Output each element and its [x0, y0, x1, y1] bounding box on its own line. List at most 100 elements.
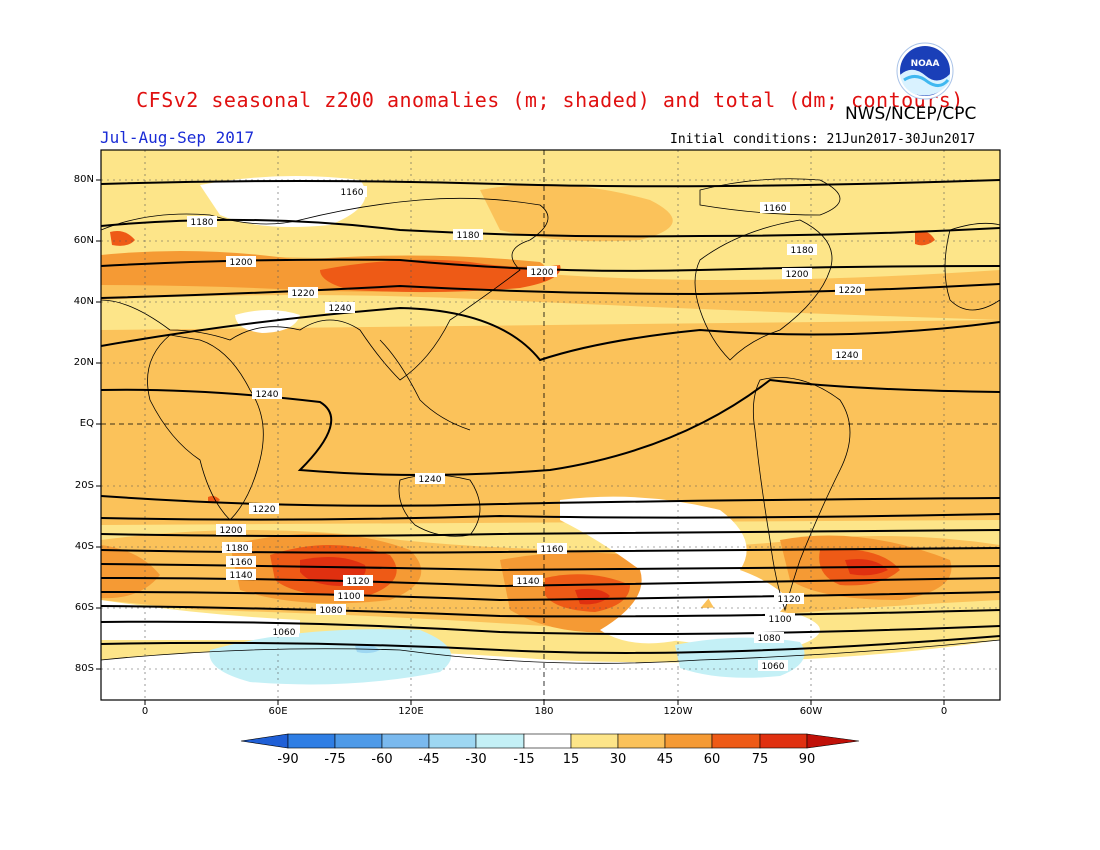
svg-text:1060: 1060: [273, 628, 296, 638]
agency-label: NWS/NCEP/CPC: [845, 104, 977, 124]
initial-conditions: Initial conditions: 21Jun2017-30Jun2017: [670, 132, 976, 147]
svg-text:1140: 1140: [517, 577, 540, 587]
colorbar-label: 90: [798, 752, 816, 767]
lat-label: 60N: [73, 235, 94, 246]
svg-text:1200: 1200: [220, 526, 243, 536]
svg-text:1160: 1160: [341, 188, 364, 198]
svg-text:1220: 1220: [253, 505, 276, 515]
lon-label: 60W: [799, 706, 823, 717]
contour-label: 1180: [787, 244, 817, 256]
contour-label: 1220: [249, 503, 279, 515]
contour-label: 1160: [760, 202, 790, 214]
lat-label: 80S: [74, 663, 94, 674]
svg-text:1240: 1240: [256, 390, 279, 400]
lat-label: 20S: [74, 480, 94, 491]
svg-text:1080: 1080: [758, 634, 781, 644]
axis-ticks: [96, 179, 945, 705]
colorbar-label: 75: [751, 752, 769, 767]
contour-label: 1140: [226, 569, 256, 581]
lat-label: 40N: [73, 296, 94, 307]
noaa-logo: NOAA: [896, 42, 954, 100]
anomaly-shading: [101, 150, 1000, 700]
svg-text:1200: 1200: [230, 258, 253, 268]
colorbar-label: 60: [703, 752, 721, 767]
lon-label: 120E: [398, 706, 424, 717]
lat-label: 60S: [74, 602, 94, 613]
lon-label: 60E: [268, 706, 288, 717]
contour-label: 1200: [226, 256, 256, 268]
svg-text:1160: 1160: [541, 545, 564, 555]
lon-label: 180: [534, 706, 554, 717]
colorbar-label: -60: [371, 752, 393, 767]
svg-text:1220: 1220: [839, 286, 862, 296]
contour-label: 1080: [754, 632, 784, 644]
lat-label: EQ: [79, 418, 94, 429]
svg-text:1180: 1180: [457, 231, 480, 241]
colorbar-label: 15: [562, 752, 580, 767]
contour-label: 1240: [832, 349, 862, 361]
colorbar-label: -75: [324, 752, 346, 767]
contour-label: 1220: [288, 287, 318, 299]
svg-text:1100: 1100: [769, 615, 792, 625]
svg-text:NOAA: NOAA: [911, 59, 940, 69]
svg-text:1160: 1160: [230, 558, 253, 568]
colorbar-label: 45: [656, 752, 674, 767]
height-contours: [101, 179, 1000, 654]
colorbar-label: -45: [418, 752, 440, 767]
svg-text:1120: 1120: [347, 577, 370, 587]
contour-label: 1120: [774, 593, 804, 605]
contour-label-group: 1160 1180 1200 1220 1240 1240 1240 1220 …: [187, 186, 865, 672]
lat-label: 40S: [74, 541, 94, 552]
colorbar-label: 30: [609, 752, 627, 767]
contour-label: 1140: [513, 575, 543, 587]
svg-text:1180: 1180: [226, 544, 249, 554]
svg-text:1160: 1160: [764, 204, 787, 214]
lat-label: 20N: [73, 357, 94, 368]
contour-label: 1240: [252, 388, 282, 400]
contour-label: 1240: [415, 473, 445, 485]
equator-dateline: [101, 150, 1000, 700]
lon-label: 0: [940, 706, 948, 717]
svg-text:1240: 1240: [419, 475, 442, 485]
svg-text:1240: 1240: [329, 304, 352, 314]
contour-label: 1100: [334, 590, 364, 602]
svg-text:1060: 1060: [762, 662, 785, 672]
svg-text:1220: 1220: [292, 289, 315, 299]
colorbar-label: -90: [277, 752, 299, 767]
lon-label: 0: [141, 706, 149, 717]
map-frame: [100, 149, 1001, 701]
svg-text:1180: 1180: [191, 218, 214, 228]
svg-text:1080: 1080: [320, 606, 343, 616]
contour-label: 1180: [453, 229, 483, 241]
coastlines: [101, 178, 1000, 664]
contour-label: 1160: [337, 186, 367, 198]
colorbar-label: -30: [465, 752, 487, 767]
lat-label: 80N: [73, 174, 94, 185]
svg-text:1140: 1140: [230, 571, 253, 581]
contour-label: 1060: [758, 660, 788, 672]
contour-label: 1120: [343, 575, 373, 587]
contour-label: 1080: [316, 604, 346, 616]
forecast-period: Jul-Aug-Sep 2017: [100, 128, 255, 147]
svg-text:1100: 1100: [338, 592, 361, 602]
chart-title: CFSv2 seasonal z200 anomalies (m; shaded…: [136, 88, 964, 112]
colorbar-label: -15: [513, 752, 535, 767]
svg-text:1240: 1240: [836, 351, 859, 361]
contour-label: 1180: [222, 542, 252, 554]
contour-label: 1160: [537, 543, 567, 555]
contour-label: 1160: [226, 556, 256, 568]
contour-label: 1200: [527, 266, 557, 278]
svg-text:1180: 1180: [791, 246, 814, 256]
svg-text:1120: 1120: [778, 595, 801, 605]
contour-label: 1240: [325, 302, 355, 314]
colorbar-left-arrow: [240, 733, 289, 749]
colorbar: [240, 733, 860, 749]
colorbar-right-arrow: [806, 733, 860, 749]
svg-text:1200: 1200: [531, 268, 554, 278]
svg-text:1200: 1200: [786, 270, 809, 280]
lat-lon-grid: [101, 150, 1000, 700]
contour-label: 1100: [765, 613, 795, 625]
contour-label: 1180: [187, 216, 217, 228]
contour-label: 1200: [216, 524, 246, 536]
